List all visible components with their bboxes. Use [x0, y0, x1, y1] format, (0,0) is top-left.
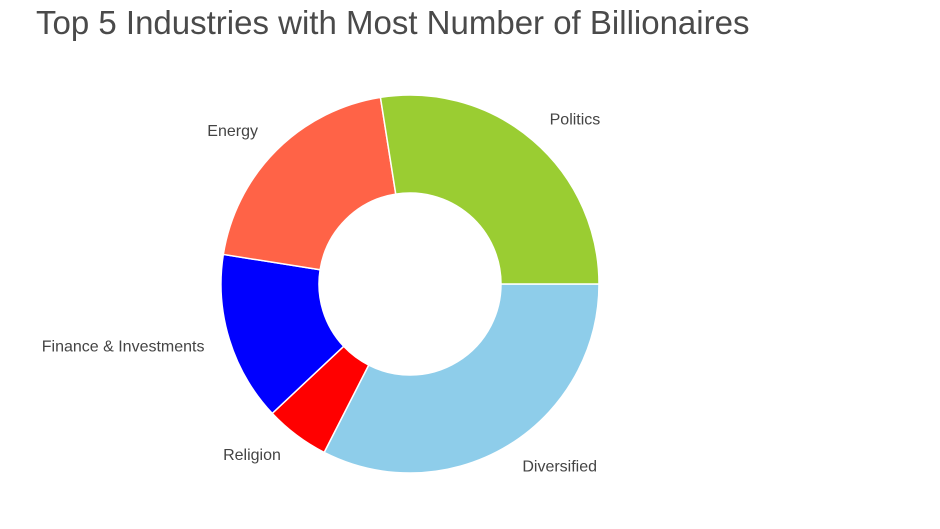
- slice-label-politics: Politics: [550, 112, 601, 129]
- slice-label-religion: Religion: [223, 447, 281, 464]
- slice-diversified: [323, 283, 600, 474]
- slice-label-diversified: Diversified: [522, 459, 597, 476]
- slice-label-energy: Energy: [207, 123, 258, 140]
- slice-label-finance-investments: Finance & Investments: [42, 338, 205, 355]
- chart-title: Top 5 Industries with Most Number of Bil…: [36, 4, 750, 41]
- slice-energy: [222, 96, 397, 271]
- slice-politics: [379, 94, 600, 285]
- slice-finance-investments: [220, 253, 345, 415]
